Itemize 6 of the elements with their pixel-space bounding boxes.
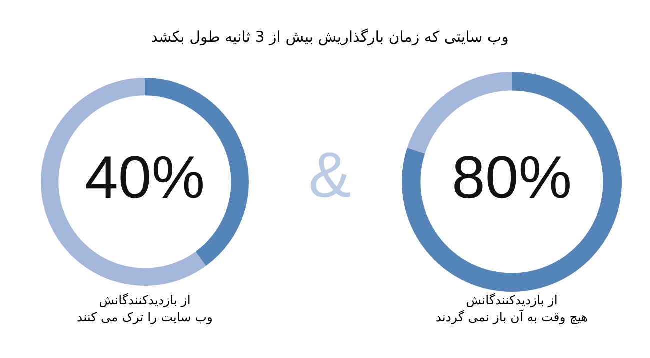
annotation: وب سایت را ترک می کنند [77, 309, 213, 324]
title: وب سایتی که زمان بارگذاریش بیش از 3 ثانیه طول بکشد [151, 28, 509, 46]
annotation: از بازدیدکنندگانش [99, 292, 191, 308]
annotation: & [308, 138, 352, 211]
annotation: هیچ وقت به آن باز نمی گردند [436, 309, 588, 324]
annotation: از بازدیدکنندگانش [466, 292, 558, 308]
